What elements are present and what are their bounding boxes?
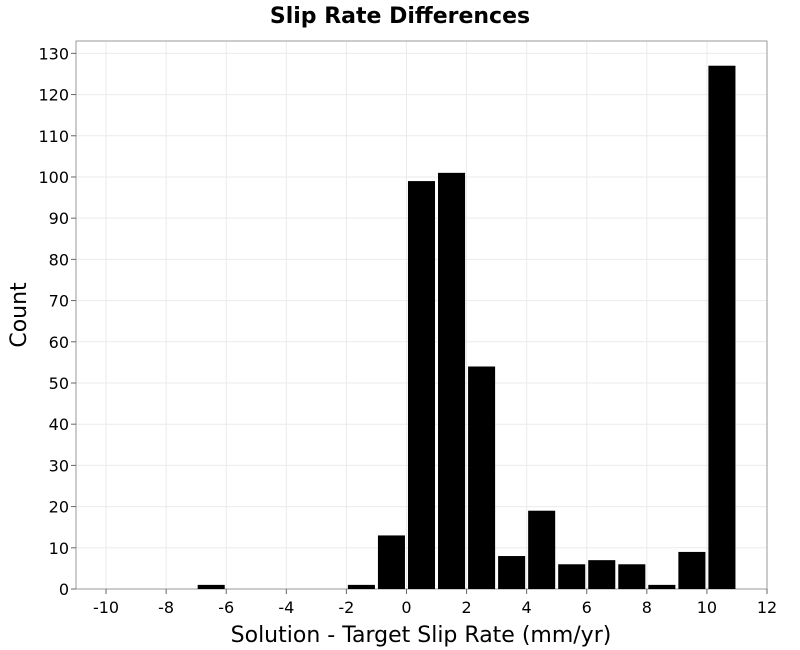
histogram-bar — [468, 366, 496, 589]
x-tick-label: -10 — [93, 598, 119, 617]
x-tick-label: -6 — [218, 598, 234, 617]
bars-group — [197, 65, 736, 590]
histogram-bar — [588, 560, 616, 589]
histogram-bar — [377, 535, 405, 589]
y-tick-label: 20 — [49, 498, 69, 517]
y-tick-label: 90 — [49, 209, 69, 228]
histogram-bar — [498, 556, 526, 589]
x-tick-label: -2 — [338, 598, 354, 617]
x-axis-ticks: -10 -8 -6 -4 -2 0 2 4 6 8 10 12 — [93, 589, 777, 617]
y-tick-label: 50 — [49, 374, 69, 393]
x-tick-label: 12 — [757, 598, 777, 617]
x-tick-label: -4 — [278, 598, 294, 617]
chart-title: Slip Rate Differences — [270, 4, 530, 29]
histogram-bar — [528, 510, 556, 589]
y-tick-label: 10 — [49, 539, 69, 558]
y-tick-label: 70 — [49, 292, 69, 311]
histogram-bar — [407, 181, 436, 590]
y-axis-label: Count — [7, 282, 32, 348]
y-tick-label: 40 — [49, 415, 69, 434]
x-axis-label: Solution - Target Slip Rate (mm/yr) — [231, 623, 612, 648]
histogram-bar — [678, 551, 706, 589]
y-tick-label: 0 — [59, 580, 69, 599]
histogram-bar — [648, 584, 676, 589]
x-tick-label: 10 — [697, 598, 717, 617]
y-tick-label: 80 — [49, 250, 69, 269]
y-tick-label: 30 — [49, 456, 69, 475]
histogram-bar — [558, 564, 586, 589]
x-tick-label: 4 — [522, 598, 532, 617]
x-tick-label: 2 — [461, 598, 471, 617]
x-tick-label: 0 — [401, 598, 411, 617]
y-tick-label: 100 — [38, 168, 69, 187]
x-tick-label: -8 — [158, 598, 174, 617]
y-tick-label: 120 — [38, 86, 69, 105]
histogram-bar — [347, 584, 375, 589]
x-tick-label: 6 — [582, 598, 592, 617]
histogram-bar — [618, 564, 646, 589]
y-axis-ticks: 0 10 20 30 40 50 60 70 80 90 100 110 120 130 — [38, 44, 76, 599]
histogram-bar — [438, 172, 466, 590]
y-tick-label: 110 — [38, 127, 69, 146]
y-tick-label: 60 — [49, 333, 69, 352]
y-tick-label: 130 — [38, 44, 69, 63]
histogram-bar — [197, 584, 225, 589]
histogram-bar — [708, 65, 736, 589]
x-tick-label: 8 — [642, 598, 652, 617]
